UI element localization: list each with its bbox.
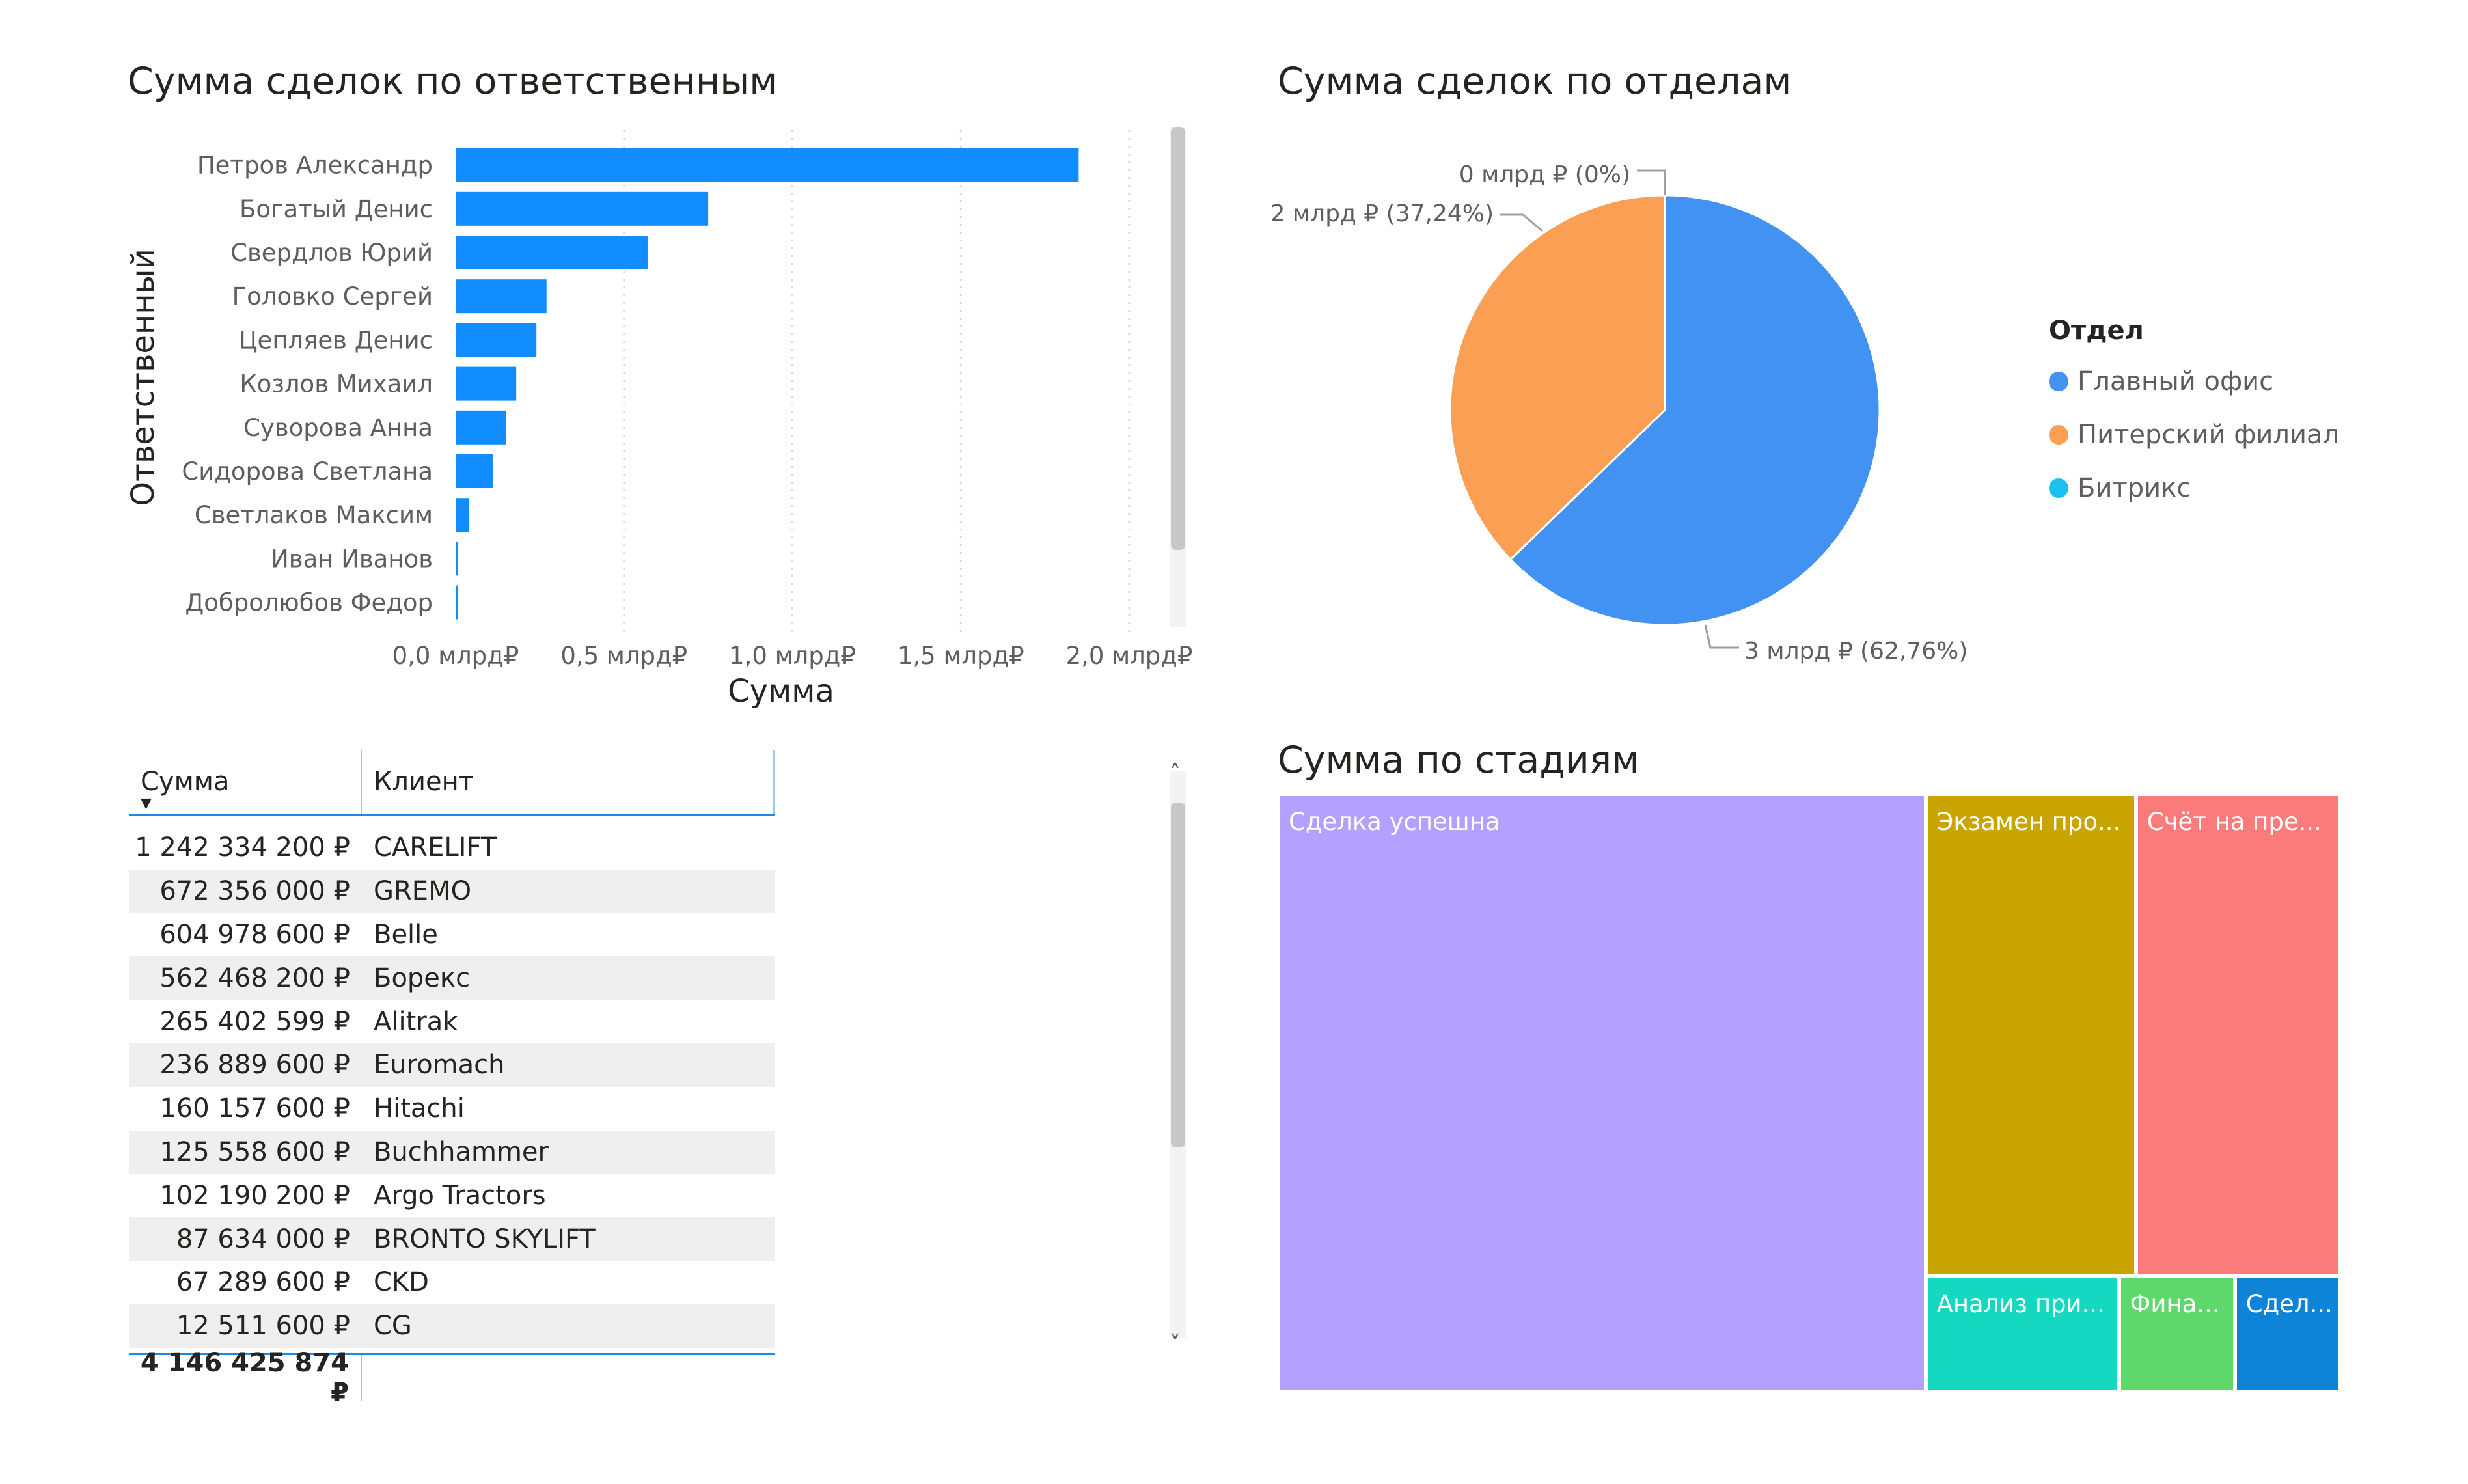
cell-sum: 604 978 600 ₽ <box>129 920 362 950</box>
treemap-tile[interactable]: Сдел... <box>2235 1276 2340 1392</box>
table-body: 1 242 334 200 ₽ CARELIFT 672 356 000 ₽ GREM… <box>129 816 775 1348</box>
table-total-row: 4 146 425 874 ₽ <box>129 1353 775 1401</box>
legend-dot-icon <box>2049 425 2068 445</box>
table-row[interactable]: 672 356 000 ₽ GREMO <box>129 870 775 913</box>
cell-client: Борекс <box>362 963 775 993</box>
legend-dot-icon <box>2049 478 2068 498</box>
treemap-title: Сумма по стадиям <box>1278 739 1639 782</box>
cell-sum: 67 289 600 ₽ <box>129 1267 362 1297</box>
legend-item[interactable]: Битрикс <box>2049 469 2339 507</box>
legend-label: Питерский филиал <box>2077 420 2339 450</box>
cell-client: Euromach <box>362 1050 775 1080</box>
pie-leader-line <box>1637 171 1665 195</box>
sort-desc-icon: ▼ <box>141 795 152 812</box>
table-row[interactable]: 265 402 599 ₽ Alitrak <box>129 1000 775 1043</box>
cell-client: GREMO <box>362 876 775 906</box>
table-total-value: 4 146 425 874 ₽ <box>129 1355 362 1401</box>
table-scrollbar-thumb[interactable] <box>1171 803 1185 1147</box>
cell-sum: 87 634 000 ₽ <box>129 1224 362 1254</box>
pie-chart-legend: Отдел Главный офис Питерский филиал Битрик… <box>2049 316 2339 523</box>
cell-client: CARELIFT <box>362 832 775 862</box>
pie-leader-line <box>1500 215 1542 231</box>
cell-sum: 236 889 600 ₽ <box>129 1050 362 1080</box>
cell-sum: 160 157 600 ₽ <box>129 1093 362 1123</box>
pie-leader-line <box>1705 625 1739 648</box>
cell-client: CG <box>362 1311 775 1341</box>
cell-client: Buchhammer <box>362 1137 775 1167</box>
cell-sum: 1 242 334 200 ₽ <box>129 832 362 862</box>
legend-label: Главный офис <box>2077 366 2273 396</box>
cell-sum: 102 190 200 ₽ <box>129 1181 362 1211</box>
cell-sum: 265 402 599 ₽ <box>129 1007 362 1037</box>
cell-client: BRONTO SKYLIFT <box>362 1224 775 1254</box>
cell-client: Alitrak <box>362 1007 775 1037</box>
table-row[interactable]: 102 190 200 ₽ Argo Tractors <box>129 1174 775 1217</box>
pie-data-label: 3 млрд ₽ (62,76%) <box>1744 638 1968 665</box>
treemap-tile[interactable]: Счёт на пре... <box>2136 794 2340 1276</box>
pie-data-label: 0 млрд ₽ (0%) <box>1459 161 1630 188</box>
scroll-up-icon[interactable]: ˄ <box>1170 760 1181 786</box>
cell-sum: 125 558 600 ₽ <box>129 1137 362 1167</box>
table-row[interactable]: 87 634 000 ₽ BRONTO SKYLIFT <box>129 1217 775 1261</box>
table-scrollbar[interactable] <box>1170 771 1186 1338</box>
treemap-tile[interactable]: Фина... <box>2119 1276 2235 1392</box>
table-row[interactable]: 160 157 600 ₽ Hitachi <box>129 1087 775 1131</box>
column-header-client[interactable]: Клиент <box>362 750 775 814</box>
table-row[interactable]: 562 468 200 ₽ Борекс <box>129 956 775 1000</box>
table-row[interactable]: 67 289 600 ₽ CKD <box>129 1261 775 1304</box>
column-header-sum[interactable]: Сумма <box>129 750 362 814</box>
scroll-down-icon[interactable]: ˅ <box>1170 1331 1181 1357</box>
legend-item[interactable]: Питерский филиал <box>2049 416 2339 454</box>
legend-title: Отдел <box>2049 316 2339 346</box>
treemap-tile[interactable]: Сделка успешна <box>1278 794 1926 1392</box>
clients-table: Сумма Клиент ▼ 1 242 334 200 ₽ CARELIFT 67… <box>129 750 775 1401</box>
table-row[interactable]: 236 889 600 ₽ Euromach <box>129 1043 775 1087</box>
pie-chart-slices <box>1450 195 1880 625</box>
pie-data-label: 2 млрд ₽ (37,24%) <box>1270 200 1494 227</box>
legend-item[interactable]: Главный офис <box>2049 363 2339 400</box>
table-row[interactable]: 1 242 334 200 ₽ CARELIFT <box>129 826 775 870</box>
cell-sum: 672 356 000 ₽ <box>129 876 362 906</box>
table-row[interactable]: 12 511 600 ₽ CG <box>129 1304 775 1348</box>
table-header: Сумма Клиент ▼ <box>129 750 775 816</box>
legend-label: Битрикс <box>2077 473 2191 503</box>
cell-sum: 12 511 600 ₽ <box>129 1311 362 1341</box>
cell-client: Hitachi <box>362 1093 775 1123</box>
cell-client: CKD <box>362 1267 775 1297</box>
cell-client: Argo Tractors <box>362 1181 775 1211</box>
cell-client: Belle <box>362 920 775 950</box>
treemap-chart: Сделка успешна Экзамен про... Счёт на пре.… <box>1278 794 2340 1392</box>
treemap-tile[interactable]: Анализ при... <box>1926 1276 2119 1392</box>
table-row[interactable]: 125 558 600 ₽ Buchhammer <box>129 1131 775 1174</box>
legend-dot-icon <box>2049 372 2068 391</box>
table-row[interactable]: 604 978 600 ₽ Belle <box>129 913 775 957</box>
cell-sum: 562 468 200 ₽ <box>129 963 362 993</box>
treemap-tile[interactable]: Экзамен про... <box>1926 794 2136 1276</box>
